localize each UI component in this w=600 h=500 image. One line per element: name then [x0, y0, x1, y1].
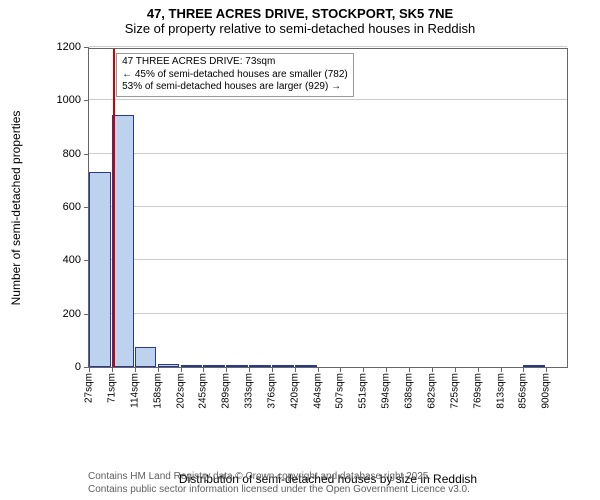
x-tick: 594sqm	[380, 367, 391, 409]
histogram-bar	[135, 347, 157, 367]
x-tick: 769sqm	[472, 367, 483, 409]
histogram-bar	[89, 172, 111, 367]
y-tick: 1000	[57, 94, 89, 106]
gridline	[89, 259, 567, 260]
x-tick: 245sqm	[198, 367, 209, 409]
x-tick: 813sqm	[495, 367, 506, 409]
x-tick: 202sqm	[175, 367, 186, 409]
y-tick: 800	[63, 148, 89, 160]
gridline	[89, 99, 567, 100]
y-tick: 200	[63, 308, 89, 320]
title-line-1: 47, THREE ACRES DRIVE, STOCKPORT, SK5 7N…	[0, 6, 600, 21]
x-tick: 71sqm	[107, 367, 118, 403]
annotation-box: 47 THREE ACRES DRIVE: 73sqm ← 45% of sem…	[116, 53, 354, 97]
x-tick: 289sqm	[221, 367, 232, 409]
x-tick: 682sqm	[427, 367, 438, 409]
x-tick: 507sqm	[335, 367, 346, 409]
y-tick: 400	[63, 254, 89, 266]
histogram-bar	[249, 365, 271, 367]
x-tick: 856sqm	[518, 367, 529, 409]
title-line-2: Size of property relative to semi-detach…	[0, 21, 600, 36]
y-axis-label: Number of semi-detached properties	[9, 111, 23, 306]
annotation-line-1: 47 THREE ACRES DRIVE: 73sqm	[122, 56, 348, 69]
x-tick: 158sqm	[152, 367, 163, 409]
x-tick: 27sqm	[84, 367, 95, 403]
histogram-bar	[112, 115, 134, 367]
gridline	[89, 46, 567, 47]
plot-area: 47 THREE ACRES DRIVE: 73sqm ← 45% of sem…	[88, 48, 568, 368]
annotation-line-3: 53% of semi-detached houses are larger (…	[122, 81, 348, 94]
x-tick: 114sqm	[129, 367, 140, 408]
chart-title: 47, THREE ACRES DRIVE, STOCKPORT, SK5 7N…	[0, 0, 600, 36]
histogram-bar	[158, 364, 180, 367]
gridline	[89, 206, 567, 207]
x-tick: 900sqm	[541, 367, 552, 409]
footer-line-2: Contains public sector information licen…	[88, 484, 470, 497]
gridline	[89, 313, 567, 314]
x-tick: 420sqm	[289, 367, 300, 409]
histogram-bar	[272, 365, 294, 367]
x-tick: 376sqm	[266, 367, 277, 409]
histogram-bar	[523, 365, 545, 367]
histogram-bar	[203, 365, 225, 367]
histogram-bar	[181, 365, 203, 367]
property-marker-line	[113, 49, 115, 367]
x-tick: 464sqm	[312, 367, 323, 409]
y-tick: 600	[63, 201, 89, 213]
footer-attribution: Contains HM Land Registry data © Crown c…	[88, 471, 470, 496]
x-tick: 725sqm	[449, 367, 460, 409]
annotation-line-2: ← 45% of semi-detached houses are smalle…	[122, 69, 348, 82]
x-tick: 333sqm	[244, 367, 255, 409]
histogram-bar	[226, 365, 248, 367]
histogram-chart: Number of semi-detached properties 47 TH…	[40, 48, 580, 428]
x-tick: 638sqm	[403, 367, 414, 409]
x-tick: 551sqm	[358, 367, 369, 409]
histogram-bar	[295, 365, 317, 367]
y-tick: 1200	[57, 41, 89, 53]
footer-line-1: Contains HM Land Registry data © Crown c…	[88, 471, 470, 484]
gridline	[89, 153, 567, 154]
